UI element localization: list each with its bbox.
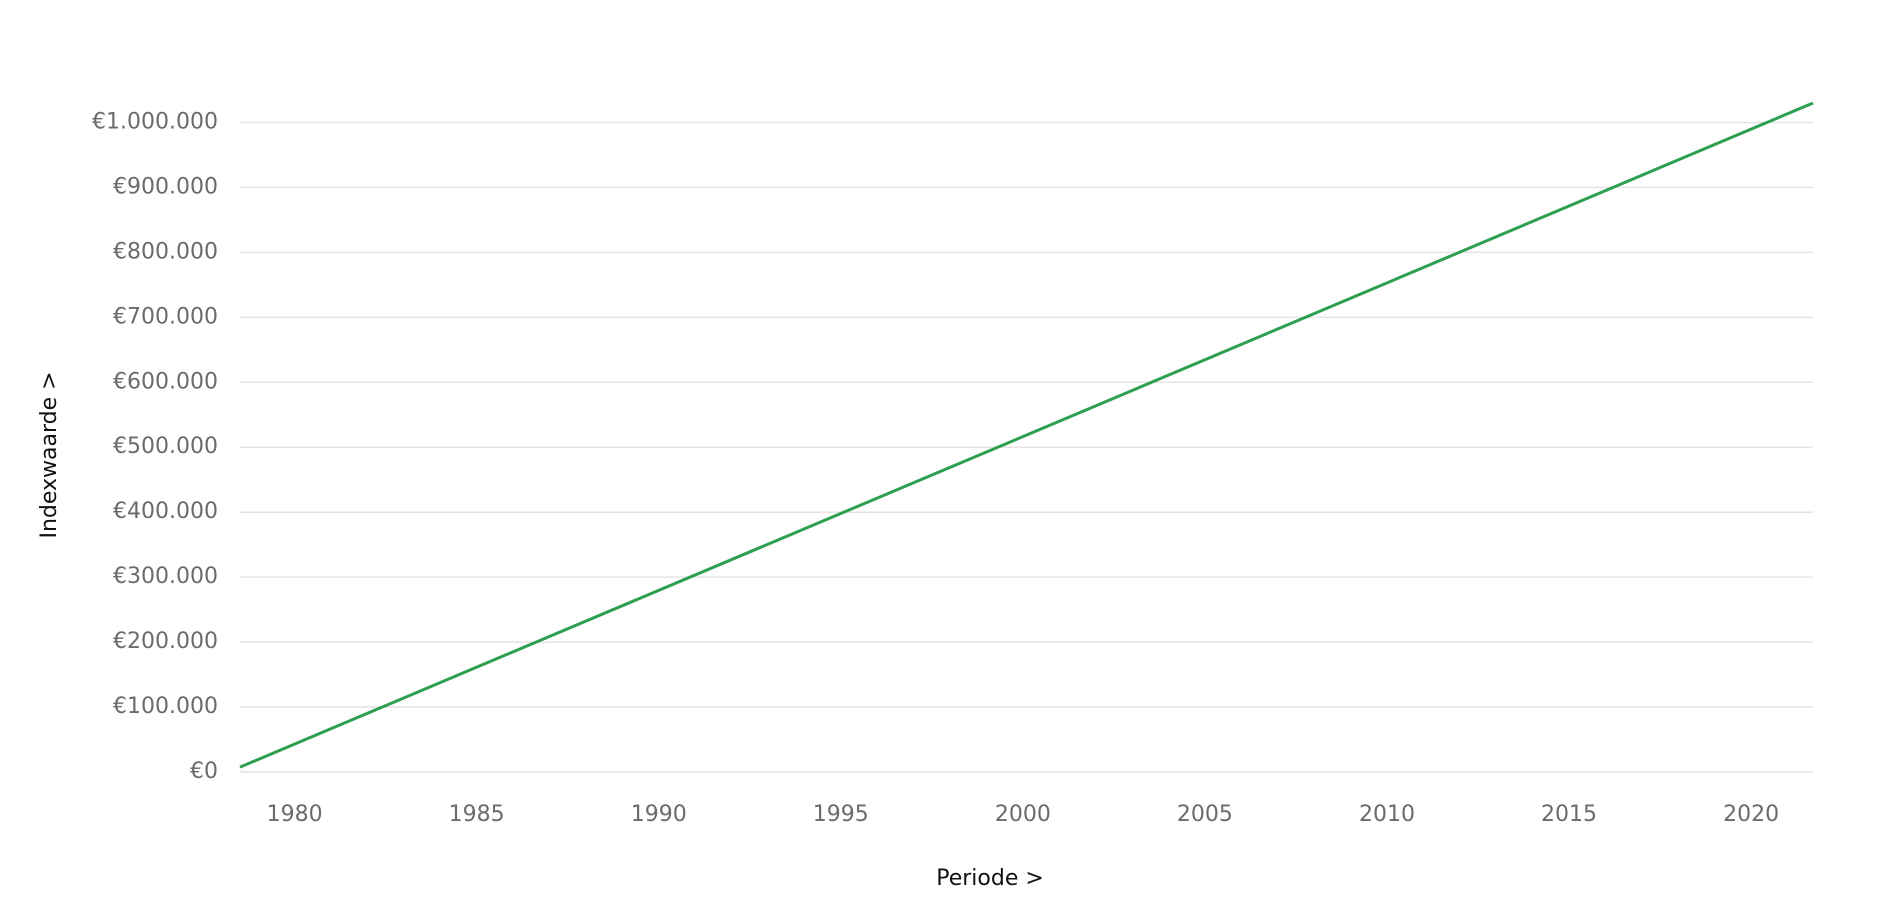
x-tick-label: 1985 xyxy=(449,802,505,827)
y-tick-label: €700.000 xyxy=(113,304,218,329)
y-tick-label: €400.000 xyxy=(113,499,218,524)
y-tick-label: €1.000.000 xyxy=(92,109,218,134)
x-tick-label: 2010 xyxy=(1359,802,1415,827)
y-tick-label: €200.000 xyxy=(113,629,218,654)
y-tick-label: €100.000 xyxy=(113,694,218,719)
y-tick-label: €800.000 xyxy=(113,239,218,264)
y-tick-label: €600.000 xyxy=(113,369,218,394)
y-tick-label: €300.000 xyxy=(113,564,218,589)
y-axis-title: Indexwaarde > xyxy=(37,371,62,538)
x-tick-label: 1990 xyxy=(631,802,687,827)
data-line xyxy=(239,101,1814,769)
x-tick-label: 1995 xyxy=(813,802,869,827)
y-tick-label: €500.000 xyxy=(113,434,218,459)
x-tick-label: 2020 xyxy=(1723,802,1779,827)
x-tick-label: 1980 xyxy=(267,802,323,827)
y-tick-label: €0 xyxy=(190,759,218,784)
x-tick-label: 2015 xyxy=(1541,802,1597,827)
y-tick-label: €900.000 xyxy=(113,174,218,199)
x-axis-title: Periode > xyxy=(936,866,1044,891)
x-tick-label: 2005 xyxy=(1177,802,1233,827)
x-tick-label: 2000 xyxy=(995,802,1051,827)
